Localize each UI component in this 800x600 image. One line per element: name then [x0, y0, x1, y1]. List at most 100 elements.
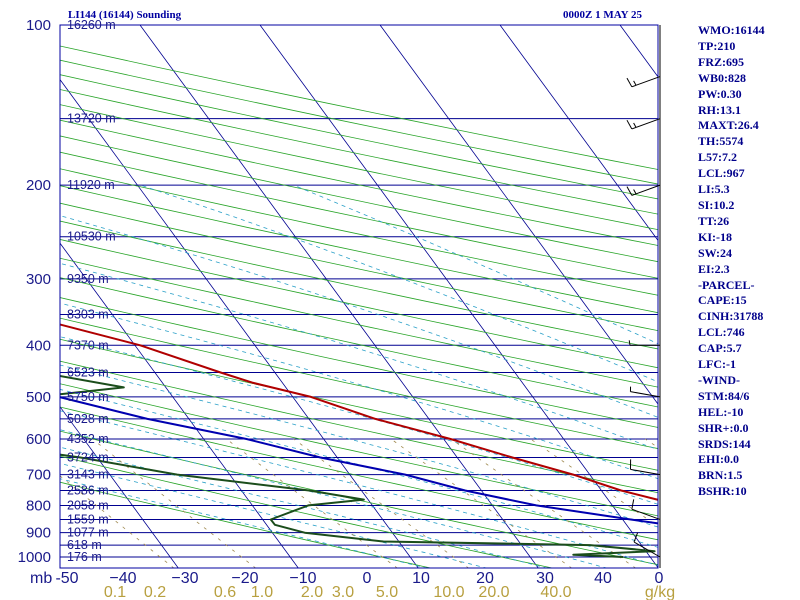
series-line-2	[60, 396, 658, 525]
temperature-tick-label: 40	[594, 570, 612, 587]
pressure-unit-label: mb	[30, 570, 52, 587]
height-label: 4352 m	[67, 432, 109, 446]
dry-adiabat-260	[60, 455, 554, 568]
index-row: -PARCEL-	[698, 277, 755, 292]
pressure-tick-label: 900	[26, 525, 51, 542]
moist-adiabat-30	[60, 215, 658, 418]
index-row: CAP:5.7	[698, 341, 742, 356]
chart-time: 0000Z 1 MAY 25	[563, 9, 642, 21]
index-row: EHI:0.0	[698, 452, 740, 467]
pressure-tick-label: 700	[26, 467, 51, 484]
temperature-tick-label: 10	[412, 570, 430, 587]
isotherm-20	[499, 25, 658, 242]
mixing-ratio-3	[450, 438, 637, 568]
dry-adiabat-360	[60, 239, 658, 369]
wind-barb	[626, 76, 661, 88]
temperature-tick-label: 20	[476, 570, 494, 587]
dry-adiabat-420	[60, 135, 658, 263]
index-row: SW:24	[698, 245, 733, 260]
index-row: L57:7.2	[698, 150, 737, 165]
mixing-ratio-label: 10.0	[433, 584, 464, 600]
moist-adiabat--10	[60, 446, 548, 568]
mixing-ratio-label: 2.0	[301, 584, 323, 600]
height-label: 176 m	[67, 550, 102, 564]
temperature-tick-label: 0	[655, 570, 664, 587]
mixing-ratio-2	[390, 438, 573, 568]
wind-barb	[626, 118, 661, 130]
index-row: EI:2.3	[698, 261, 730, 276]
series-line-0	[60, 323, 658, 501]
height-label: 618 m	[67, 538, 102, 552]
dry-adiabat-300	[60, 360, 658, 494]
height-label: 2586 m	[67, 484, 109, 498]
index-row: CAPE:15	[698, 293, 747, 308]
index-row: SHR+:0.0	[698, 420, 749, 435]
isotherm--20	[60, 78, 419, 568]
index-row: LI:5.3	[698, 182, 730, 197]
index-row: FRZ:695	[698, 54, 744, 69]
index-row: LFC:-1	[698, 357, 736, 372]
pressure-tick-label: 600	[26, 431, 51, 448]
height-label: 13720 m	[67, 112, 116, 126]
isotherm--10	[139, 25, 539, 568]
index-row: MAXT:26.4	[698, 118, 759, 133]
dry-adiabat-430	[60, 119, 658, 246]
pressure-tick-label: 400	[26, 337, 51, 354]
wind-barb	[629, 386, 661, 398]
pressure-tick-label: 500	[26, 389, 51, 406]
height-label: 3143 m	[67, 468, 109, 482]
mixing-ratio-label: 5.0	[376, 584, 398, 600]
indices-panel: WMO:16144 TP:210 FRZ:695 WB0:828 PW:0.30 RH:1…	[698, 23, 800, 500]
height-label: 1559 m	[67, 512, 109, 526]
pressure-tick-label: 100	[26, 17, 51, 34]
dry-adiabat-410	[60, 151, 658, 279]
height-label: 2058 m	[67, 498, 109, 512]
height-label: 6523 m	[67, 366, 109, 380]
chart-title: LI144 (16144) Sounding	[68, 9, 182, 21]
dry-adiabat-250	[60, 481, 432, 568]
chart-grid	[0, 25, 658, 569]
height-label: 3724 m	[67, 450, 109, 464]
dry-adiabat-370	[60, 220, 658, 350]
moist-adiabat-25	[60, 262, 658, 451]
wind-barb	[633, 532, 661, 558]
isotherm--50	[0, 25, 59, 569]
mixing-ratio-1	[293, 438, 470, 568]
index-row: TH:5574	[698, 134, 744, 149]
height-label: 5028 m	[67, 412, 109, 426]
temperature-tick-label: -50	[55, 570, 78, 587]
pressure-tick-label: 1000	[18, 549, 51, 566]
height-label: 16260 m	[67, 18, 116, 32]
index-row: TP:210	[698, 38, 736, 53]
temperature-tick-label: −40	[109, 570, 136, 587]
isotherm-0	[259, 25, 658, 568]
mixing-ratio-label: 0.6	[214, 584, 236, 600]
isotherm--30	[60, 242, 299, 568]
index-row: BSHR:10	[698, 484, 747, 499]
chart-series	[60, 323, 658, 558]
mixing-ratio-label: 20.0	[478, 584, 509, 600]
index-row: CINH:31788	[698, 309, 764, 324]
dry-adiabat-320	[60, 317, 658, 449]
series-line-1	[60, 374, 656, 558]
moist-adiabat--5	[60, 429, 608, 568]
mixing-ratio-label: g/kg	[645, 584, 675, 600]
height-label: 5750 m	[67, 390, 109, 404]
height-label: 8303 m	[67, 307, 109, 321]
dry-adiabat-340	[60, 277, 658, 408]
index-row: HEL:-10	[698, 404, 744, 419]
height-label: 7370 m	[67, 338, 109, 352]
dry-adiabat-350	[60, 257, 658, 388]
dry-adiabat-330	[60, 297, 658, 428]
pressure-tick-label: 200	[26, 177, 51, 194]
height-label: 11920 m	[67, 178, 115, 192]
index-row: TT:26	[698, 213, 730, 228]
index-row: RH:13.1	[698, 102, 741, 117]
moist-adiabat-5	[60, 388, 658, 548]
wind-barb	[631, 499, 661, 520]
dry-adiabat-280	[60, 406, 658, 541]
index-row: LCL:746	[698, 325, 745, 340]
mixing-ratio-0.6	[226, 438, 398, 568]
